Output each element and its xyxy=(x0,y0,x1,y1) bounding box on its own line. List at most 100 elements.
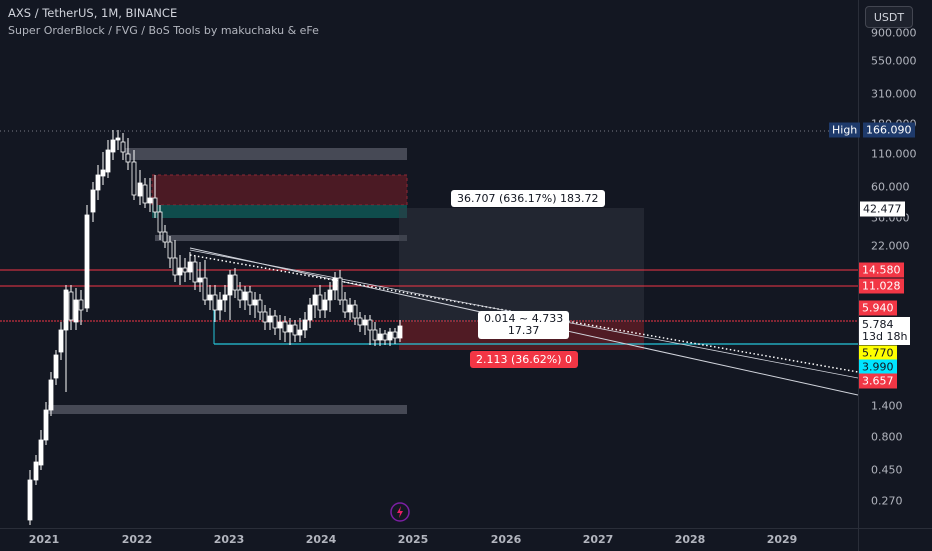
candle-bear xyxy=(337,277,343,301)
candle-bear xyxy=(192,261,198,283)
price-tick: 0.450 xyxy=(871,463,903,477)
candle-bull xyxy=(33,461,39,481)
currency-button[interactable]: USDT xyxy=(865,6,913,28)
time-tick: 2024 xyxy=(305,533,337,546)
candle-bull xyxy=(222,294,228,301)
level-tag-14: 14.580 xyxy=(859,262,904,278)
candle-bull xyxy=(397,325,403,339)
high-value-tag: 166.090 xyxy=(863,122,915,138)
time-tick: 2022 xyxy=(121,533,153,546)
candle-bear xyxy=(262,311,268,323)
candle-bear xyxy=(372,329,378,341)
candle-bear xyxy=(212,294,218,311)
time-tick: 2026 xyxy=(490,533,522,546)
candle-bull xyxy=(147,197,153,204)
time-tick: 2023 xyxy=(213,533,245,546)
time-tick: 2028 xyxy=(674,533,706,546)
time-axis[interactable]: 2021 2022 2023 2024 2025 2026 2027 2028 … xyxy=(0,528,858,551)
candle-bull xyxy=(347,304,353,313)
candle-bull xyxy=(377,333,383,341)
fvg-red-zone xyxy=(151,174,408,206)
candle-bear xyxy=(157,211,163,233)
candle-bull xyxy=(177,267,183,276)
candle-bull xyxy=(267,315,273,323)
candle-bear xyxy=(182,267,188,273)
candle-bull xyxy=(322,299,328,311)
candle-bull xyxy=(38,439,44,466)
candle-bull xyxy=(110,139,116,153)
level-tag-5-77: 5.770 xyxy=(859,345,897,361)
price-tick: 310.000 xyxy=(871,87,917,101)
time-tick: 2021 xyxy=(28,533,60,546)
candle-bull xyxy=(302,319,308,331)
price-tick: 900.000 xyxy=(871,26,917,40)
candle-bear xyxy=(142,184,148,204)
axis-corner[interactable] xyxy=(858,528,932,551)
candle-bull xyxy=(137,182,143,197)
candle-bear xyxy=(272,315,278,329)
price-axis[interactable]: USDT 900.000 550.000 310.000 180.000 110… xyxy=(829,0,932,528)
candle-bear xyxy=(257,299,263,313)
chart-area[interactable]: AXS / TetherUS, 1M, BINANCE Super OrderB… xyxy=(0,0,859,528)
candle-bear xyxy=(202,277,208,301)
last-price-tag: 5.784 13d 18h xyxy=(859,317,911,345)
level-tag-5-94: 5.940 xyxy=(859,300,897,316)
order-block-top xyxy=(125,148,407,160)
tradingview-logo-icon[interactable] xyxy=(390,502,410,522)
fvg-teal-zone xyxy=(152,205,407,218)
candle-bear xyxy=(120,141,126,153)
price-tick: 550.000 xyxy=(871,54,917,68)
candle-bull xyxy=(227,274,233,296)
candle-bear xyxy=(292,324,298,336)
candle-bear xyxy=(152,197,158,213)
candle-bull xyxy=(95,174,101,191)
level-tag-3-65: 3.657 xyxy=(859,373,897,389)
price-tick: 110.000 xyxy=(871,147,917,161)
candle-countdown: 13d 18h xyxy=(862,330,908,343)
symbol-legend[interactable]: AXS / TetherUS, 1M, BINANCE xyxy=(8,6,178,20)
candle-bull xyxy=(100,169,106,177)
candle-bull xyxy=(297,329,303,336)
candle-bear xyxy=(342,299,348,313)
candle-bull xyxy=(312,294,318,306)
order-block-mid xyxy=(155,235,407,241)
measure-middle-label: 0.014 ~ 4.733 17.37 xyxy=(478,311,570,339)
candle-bear xyxy=(167,241,173,259)
level-tag-42: 42.477 xyxy=(859,200,906,218)
candle-bear xyxy=(282,321,288,333)
price-tick: 60.000 xyxy=(871,180,910,194)
candle-bull xyxy=(53,354,59,379)
candle-bull xyxy=(307,304,313,321)
measure-upper-label: 36.707 (636.17%) 183.72 xyxy=(451,190,605,207)
order-block-bottom xyxy=(48,405,407,414)
level-tag-3-99: 3.990 xyxy=(859,359,897,375)
candle-bear xyxy=(247,291,253,306)
candle-bear xyxy=(317,294,323,311)
candle-bull xyxy=(327,289,333,301)
candle-bull xyxy=(197,277,203,283)
candle-bear xyxy=(125,153,131,163)
candle-bull xyxy=(73,299,79,323)
candle-bull xyxy=(43,409,49,441)
candle-bull xyxy=(387,331,393,341)
candle-bull xyxy=(277,321,283,329)
price-chart[interactable] xyxy=(0,0,859,528)
level-tag-11: 11.028 xyxy=(859,278,904,294)
candle-bear xyxy=(367,319,373,331)
price-tick: 0.800 xyxy=(871,430,903,444)
indicator-legend[interactable]: Super OrderBlock / FVG / BoS Tools by ma… xyxy=(8,24,319,37)
candle-bull xyxy=(58,329,64,353)
candle-bull xyxy=(252,299,258,306)
candle-bull xyxy=(115,137,121,141)
price-tick: 22.000 xyxy=(871,239,910,253)
candle-bear xyxy=(162,231,168,243)
candles-group xyxy=(27,130,403,525)
candle-bull xyxy=(287,324,293,333)
time-tick: 2029 xyxy=(766,533,798,546)
candle-bull xyxy=(362,319,368,326)
candle-bear xyxy=(232,274,238,291)
measure-lower-label: 2.113 (36.62%) 0 xyxy=(470,351,579,368)
candle-bull xyxy=(105,149,111,173)
candle-bull xyxy=(332,277,338,291)
measure-middle-label-line1: 0.014 ~ 4.733 xyxy=(484,312,564,325)
